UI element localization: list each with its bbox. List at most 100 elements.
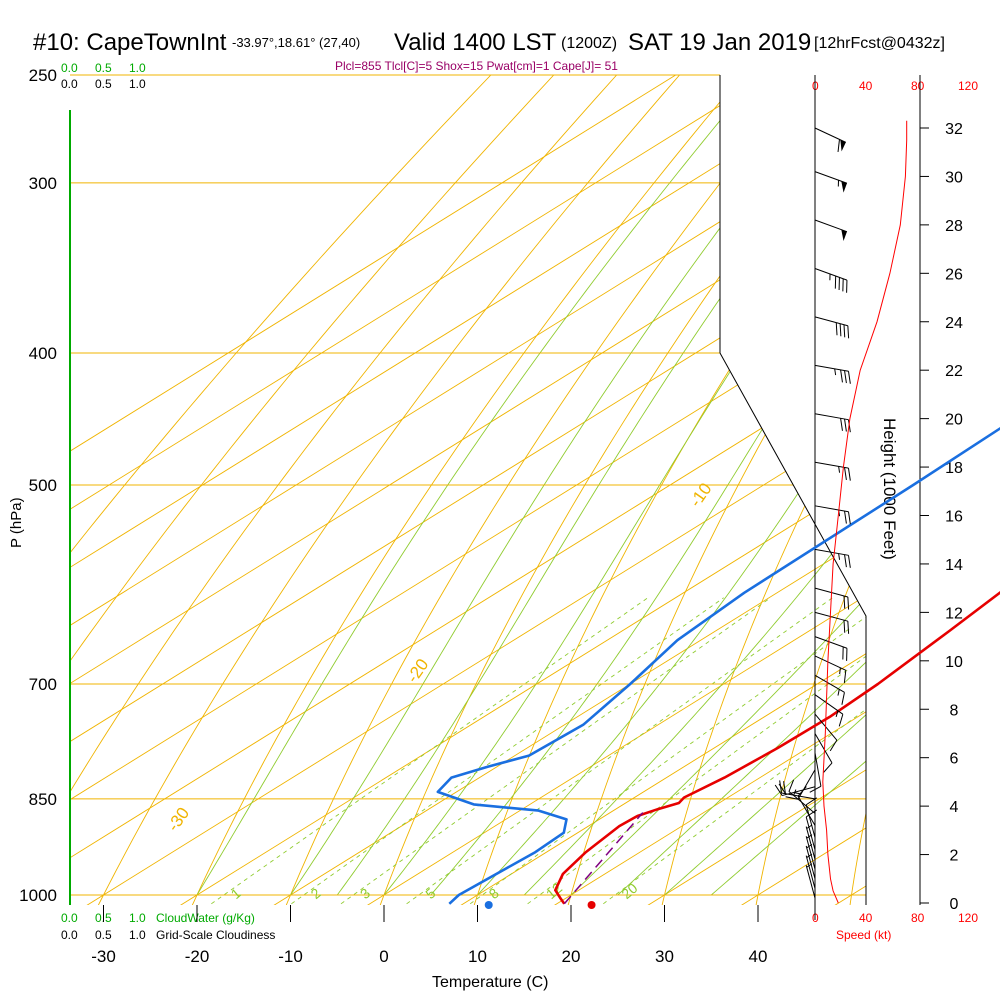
dry-adiabat-label: -10 [686, 479, 716, 510]
wind-barb-half-feather [837, 689, 840, 696]
moist-adiabat-line [523, 75, 866, 896]
isotherm-line [70, 75, 866, 905]
forecast-info: [12hrFcst@0432z] [814, 35, 945, 52]
wind-barb-flag [841, 229, 847, 242]
wind-barb-feather [835, 322, 838, 336]
dry-adiabat-line [657, 75, 866, 905]
height-tick-label: 18 [945, 460, 963, 477]
mixing-ratio-label: 8 [486, 885, 502, 902]
wind-barb-feather [783, 781, 786, 794]
isotherm-line [70, 75, 866, 905]
height-tick-label: 32 [945, 121, 963, 138]
wind-barb-staff [805, 826, 816, 860]
wind-barb-feather [844, 370, 847, 384]
temperature-tick-label: -10 [278, 947, 303, 966]
wind-barb-staff [782, 786, 816, 797]
surface-temperature-dot [587, 901, 596, 909]
moist-adiabat-line [196, 75, 790, 896]
temperature-tick-label: 0 [379, 947, 388, 966]
wind-barb-feather [841, 692, 845, 705]
wind-barb-feather [829, 739, 838, 752]
wind-barb-feather [847, 596, 850, 610]
speed-tick: 120 [958, 911, 978, 925]
speed-scale-bottom: 0 40 80 120 Speed (kt) [812, 911, 978, 942]
wind-barb-staff [814, 655, 847, 671]
wind-barb-staff [814, 505, 849, 513]
valid-date: SAT 19 Jan 2019 [628, 29, 811, 56]
wind-barb-feather [843, 324, 846, 338]
wind-barb-staff [805, 816, 816, 850]
wind-barb-feather [844, 554, 847, 568]
moist-adiabat-line [617, 75, 866, 896]
wind-speed-profile [822, 120, 908, 904]
wind-barb-half-feather [838, 466, 841, 473]
height-tick-label: 12 [945, 605, 963, 622]
wind-barb-staff [814, 752, 822, 787]
wind-barb [809, 752, 822, 793]
cloudiness-tick: 0.5 [95, 77, 112, 91]
sounding-indices: Plcl=855 Tlcl[C]=5 Shox=15 Pwat[cm]=1 Ca… [335, 59, 618, 73]
wind-barb-feather [847, 468, 851, 481]
height-tick-label: 20 [945, 412, 963, 429]
wind-barb [774, 783, 816, 797]
wind-barb [814, 171, 848, 193]
speed-label: Speed (kt) [836, 928, 891, 942]
wind-barb-feather [788, 779, 795, 792]
wind-barb-staff [805, 845, 816, 879]
pressure-tick-label: 300 [29, 174, 57, 193]
wind-barbs [774, 127, 851, 899]
wind-barb [814, 461, 851, 481]
wind-barb-feather [809, 785, 822, 793]
pressure-tick-label: 1000 [19, 886, 57, 905]
temperature-line [553, 591, 1000, 905]
wind-barb [814, 364, 851, 384]
temperature-tick-label: 10 [468, 947, 487, 966]
wind-barb-flag [841, 181, 847, 193]
dry-adiabat-line [70, 75, 515, 905]
height-tick-label: 24 [945, 315, 963, 332]
wind-barb [814, 316, 850, 339]
speed-tick: 40 [859, 79, 873, 93]
moist-adiabat-line [710, 75, 866, 896]
wind-barb-staff [814, 171, 848, 184]
mixing-ratio-label: 5 [422, 885, 438, 902]
height-tick-label: 14 [945, 557, 963, 574]
wind-barb [814, 674, 845, 705]
wind-barb [814, 413, 851, 433]
pressure-tick-label: 400 [29, 344, 57, 363]
wind-barb [814, 219, 848, 242]
temperature-tick-label: 20 [562, 947, 581, 966]
cloudwater-label: CloudWater (g/Kg) [156, 911, 255, 925]
dry-adiabat-line [373, 75, 866, 905]
height-tick-label: 4 [950, 799, 959, 816]
wind-barb-staff [805, 865, 816, 899]
wind-barb-half-feather [839, 667, 841, 675]
isotherm-line [70, 75, 866, 905]
dry-adiabat-label: 0 [936, 337, 957, 356]
wind-barb [805, 797, 818, 838]
dry-adiabat-label: -20 [403, 655, 433, 686]
moist-adiabat-line [290, 75, 866, 896]
sounding-series [436, 426, 1000, 909]
isotherm-line [70, 75, 866, 905]
wind-barb-feather [844, 467, 847, 481]
wind-barb-staff [814, 316, 848, 327]
dry-adiabats [70, 75, 866, 905]
dewpoint-line [436, 426, 1000, 905]
wind-barb [779, 780, 816, 800]
wind-barb-feather [838, 714, 844, 727]
wind-barb [814, 127, 847, 153]
utc-time: (1200Z) [561, 35, 617, 52]
height-tick-label: 10 [945, 654, 963, 671]
height-tick-label: 22 [945, 363, 963, 380]
wind-barb [814, 548, 851, 568]
wind-barb [814, 267, 848, 293]
isotherm-line [70, 75, 809, 905]
wind-barb-flag [840, 139, 846, 152]
isotherm-line [70, 75, 866, 905]
cloudwater-tick: 0.0 [61, 911, 78, 925]
pressure-axis: 250 300 400 500 700 850 1000 [19, 66, 57, 905]
isotherm-line [70, 75, 866, 905]
height-tick-label: 28 [945, 218, 963, 235]
